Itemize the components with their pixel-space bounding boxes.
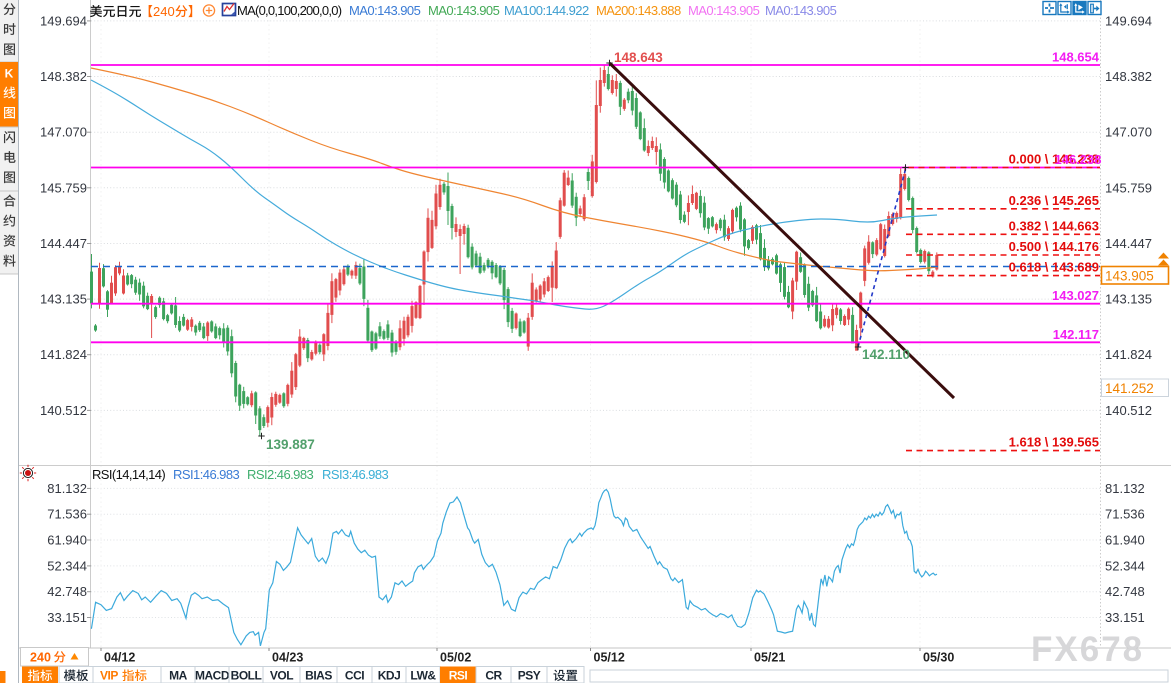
svg-text:52.344: 52.344 [47,558,87,573]
svg-text:61.940: 61.940 [47,533,87,548]
svg-text:4: 4 [160,4,167,19]
svg-text:RSI1:46.983: RSI1:46.983 [173,467,240,482]
svg-text:CCI: CCI [345,669,364,683]
svg-text:CR: CR [485,669,502,683]
svg-text:VOL: VOL [270,669,293,683]
svg-text:0: 0 [168,4,175,19]
svg-text:148.382: 148.382 [40,69,87,84]
svg-text:05/30: 05/30 [923,651,954,665]
svg-text:142.110: 142.110 [862,347,910,362]
svg-text:MA0:143.905: MA0:143.905 [428,3,500,18]
svg-text:143.027: 143.027 [1052,288,1099,303]
svg-text:141.824: 141.824 [40,347,87,362]
svg-text:0.382 \ 144.663: 0.382 \ 144.663 [1009,218,1099,233]
svg-text:148.382: 148.382 [1105,69,1152,84]
svg-text:MA0:143.905: MA0:143.905 [349,3,421,18]
svg-text:1.618 \ 139.565: 1.618 \ 139.565 [1009,435,1099,450]
svg-text:146.238: 146.238 [1055,152,1102,167]
svg-text:148.654: 148.654 [1052,50,1100,65]
svg-text:42.748: 42.748 [47,584,87,599]
svg-text:143.135: 143.135 [1105,292,1152,307]
svg-text:BIAS: BIAS [305,669,332,683]
svg-text:BOLL: BOLL [231,669,262,683]
svg-text:148.643: 148.643 [614,50,663,65]
svg-text:142.117: 142.117 [1053,327,1099,342]
svg-text:71.536: 71.536 [47,507,87,522]
svg-text:52.344: 52.344 [1105,558,1145,573]
svg-text:K: K [5,67,14,81]
svg-text:71.536: 71.536 [1105,507,1145,522]
svg-text:RSI3:46.983: RSI3:46.983 [322,467,389,482]
svg-text:04/12: 04/12 [104,651,135,665]
svg-text:61.940: 61.940 [1105,533,1145,548]
svg-text:140.512: 140.512 [1105,403,1152,418]
svg-text:33.151: 33.151 [1105,610,1145,625]
svg-text:KDJ: KDJ [378,669,401,683]
svg-text:140.512: 140.512 [40,403,87,418]
svg-text:4: 4 [37,651,44,665]
svg-text:81.132: 81.132 [47,481,87,496]
svg-text:143.905: 143.905 [1105,269,1154,284]
svg-text:04/23: 04/23 [272,651,303,665]
svg-text:149.694: 149.694 [1105,13,1152,28]
svg-text:0.000 \ 146.238: 0.000 \ 146.238 [1009,152,1099,167]
svg-text:139.887: 139.887 [266,437,315,452]
svg-text:141.252: 141.252 [1105,381,1154,396]
svg-text:RSI: RSI [449,669,468,683]
svg-text:VIP: VIP [100,669,118,683]
svg-text:147.070: 147.070 [1105,125,1152,140]
svg-text:0.618 \ 143.689: 0.618 \ 143.689 [1009,260,1099,275]
svg-text:FX678: FX678 [1031,630,1144,669]
svg-text:MA200:143.888: MA200:143.888 [596,3,681,18]
svg-text:0.500 \ 144.176: 0.500 \ 144.176 [1009,239,1099,254]
svg-text:0.236 \ 145.265: 0.236 \ 145.265 [1009,193,1099,208]
svg-text:145.759: 145.759 [40,180,87,195]
svg-text:2: 2 [153,4,160,19]
svg-text:MA100:144.922: MA100:144.922 [504,3,589,18]
svg-text:RSI2:46.983: RSI2:46.983 [247,467,314,482]
svg-text:05/21: 05/21 [754,651,785,665]
svg-text:2: 2 [30,651,37,665]
svg-text:MA0:143.905: MA0:143.905 [765,3,837,18]
svg-text:147.070: 147.070 [40,125,87,140]
svg-text:33.151: 33.151 [47,610,87,625]
svg-text:MA(0,0,100,200,0,0): MA(0,0,100,200,0,0) [237,3,342,18]
svg-text:MACD: MACD [195,669,230,683]
svg-text:149.694: 149.694 [40,13,87,28]
svg-text:81.132: 81.132 [1105,481,1145,496]
svg-text:143.135: 143.135 [40,292,87,307]
svg-text:LW&: LW& [410,669,436,683]
svg-text:144.447: 144.447 [40,236,87,251]
svg-text:145.759: 145.759 [1105,180,1152,195]
svg-text:PSY: PSY [518,669,541,683]
svg-text:RSI(14,14,14): RSI(14,14,14) [92,467,165,482]
svg-text:144.447: 144.447 [1105,236,1152,251]
svg-text:0: 0 [44,651,51,665]
svg-text:05/02: 05/02 [440,651,471,665]
svg-text:42.748: 42.748 [1105,584,1145,599]
svg-text:MA: MA [169,669,187,683]
svg-text:141.824: 141.824 [1105,347,1152,362]
svg-text:MA0:143.905: MA0:143.905 [688,3,760,18]
svg-text:05/12: 05/12 [594,651,625,665]
